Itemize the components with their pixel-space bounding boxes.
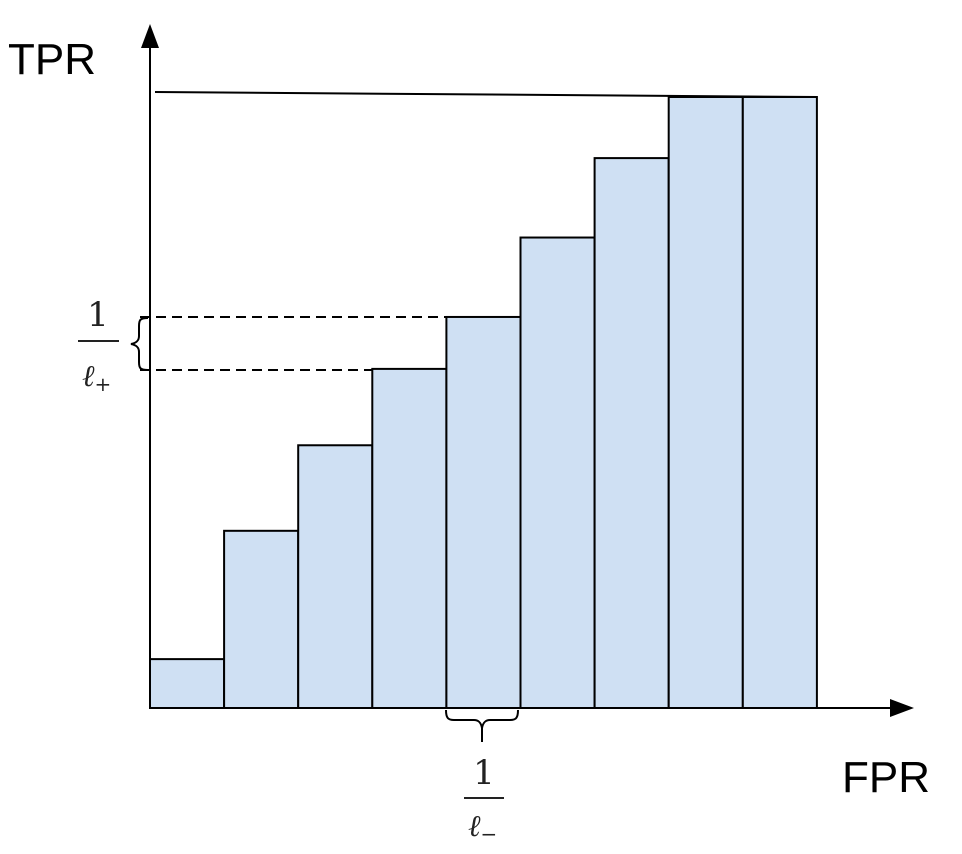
roc-bar-5: [445, 315, 522, 709]
roc-bar-3: [297, 444, 374, 709]
tpr-step-numerator: 1: [87, 295, 109, 335]
y-axis-label: TPR: [8, 35, 96, 84]
bars-group: [149, 96, 818, 710]
roc-bar-7: [593, 157, 670, 710]
roc-bar-1: [149, 658, 226, 709]
tpr-brace: [130, 317, 149, 371]
x-axis-arrowhead: [890, 699, 914, 717]
x-axis-label: FPR: [842, 753, 930, 802]
fpr-step-numerator: 1: [473, 753, 495, 793]
tpr-step-denominator: ℓ+: [82, 359, 111, 396]
roc-bar-6: [519, 236, 596, 709]
fpr-step-denominator: ℓ−: [468, 809, 497, 846]
roc-bar-4: [371, 367, 448, 709]
fpr-denominator-subscript: −: [481, 822, 498, 846]
y-axis-arrowhead: [141, 24, 159, 48]
top-reference-line: [154, 91, 818, 98]
fpr-brace: [445, 709, 519, 729]
tpr-denominator-symbol: ℓ: [82, 359, 95, 394]
roc-bar-8: [667, 96, 744, 709]
fpr-denominator-symbol: ℓ: [468, 809, 481, 844]
tpr-denominator-subscript: +: [95, 372, 112, 396]
roc-bar-2: [223, 529, 300, 709]
roc-bar-9: [741, 96, 818, 709]
